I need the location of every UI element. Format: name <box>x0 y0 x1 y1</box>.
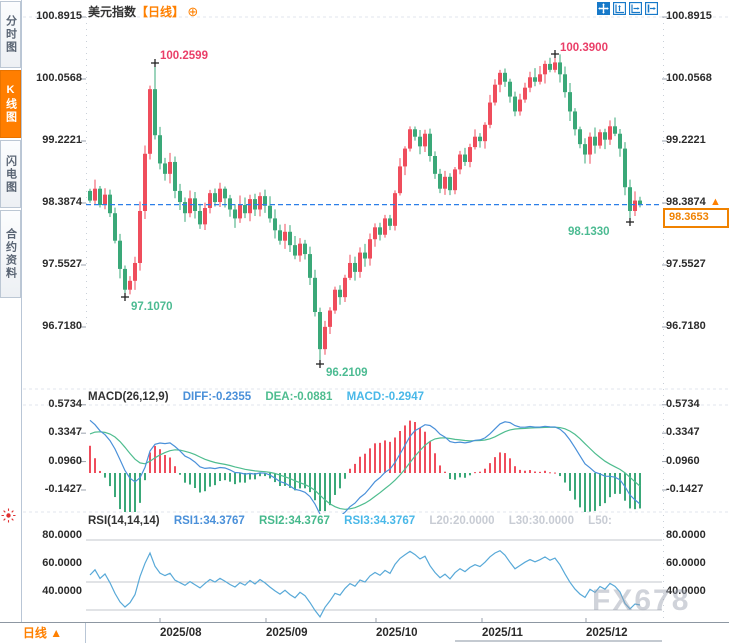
jump-to-latest-icon[interactable] <box>645 2 658 15</box>
sidebar-tab-label: 分时图 <box>4 15 17 54</box>
chart-title: 美元指数【日线】 ⊕ <box>88 3 198 20</box>
last-price-up-arrow: ▲ <box>710 196 721 208</box>
y-axis-label: -0.1427 <box>666 482 704 495</box>
period-selector-button[interactable]: 日线 ▲ <box>0 623 86 643</box>
rsi-l20-value: L20:20.0000 <box>429 515 495 527</box>
y-axis-label: 100.0568 <box>666 72 712 84</box>
rsi-l30-value: L30:30.0000 <box>508 515 574 527</box>
last-price-box: 98.3653 <box>663 208 729 228</box>
sidebar-tab-time-chart[interactable]: 分时图 <box>0 1 21 68</box>
period-selector-caret: ▲ <box>50 626 63 640</box>
y-axis-label: 40.0000 <box>666 585 706 597</box>
price-extreme-annotation: 96.2109 <box>326 367 368 379</box>
macd-header: MACD(26,12,9) DIFF:-0.2355 DEA:-0.0881 M… <box>88 391 435 403</box>
x-axis-date-label: 2025/12 <box>586 627 628 639</box>
y-axis-label: 100.0568 <box>36 72 82 84</box>
x-axis-date-label: 2025/10 <box>376 627 418 639</box>
price-extreme-annotation: 98.1330 <box>568 226 610 238</box>
x-axis-date-label: 2025/08 <box>160 627 202 639</box>
y-axis-label: 0.0960 <box>666 454 700 467</box>
sidebar-tab-label: K线图 <box>4 84 17 124</box>
price-extreme-annotation: 100.3900 <box>560 42 608 54</box>
y-axis-label: 100.8915 <box>36 10 82 22</box>
rsi-title: RSI(14,14,14) <box>88 515 160 527</box>
x-axis-date-label: 2025/09 <box>266 627 308 639</box>
price-extreme-annotation: 97.1070 <box>131 301 173 313</box>
y-axis-label: 0.3347 <box>48 426 82 439</box>
zoom-out-axes-icon[interactable] <box>629 2 642 15</box>
y-axis-label: 97.5527 <box>42 258 82 270</box>
y-axis-label: 100.8915 <box>666 10 712 22</box>
y-axis-label: 98.3874 <box>42 196 82 208</box>
price-extreme-annotation: 100.2599 <box>160 50 208 62</box>
y-axis-label: 0.0960 <box>48 454 82 467</box>
macd-dea-value: DEA:-0.0881 <box>265 391 333 403</box>
y-axis-label: -0.1427 <box>44 482 82 495</box>
y-axis-label: 97.5527 <box>666 258 706 270</box>
move-crosshair-icon[interactable] <box>597 2 610 15</box>
zoom-in-axes-icon[interactable] <box>613 2 626 15</box>
y-axis-label: 40.0000 <box>42 585 82 597</box>
chart-toolbar <box>597 2 658 15</box>
y-axis-label: 60.0000 <box>666 557 706 569</box>
indicator-settings-icon[interactable]: ⊕ <box>187 4 199 19</box>
rsi1-value: RSI1:34.3767 <box>173 515 245 527</box>
y-axis-label: 60.0000 <box>42 557 82 569</box>
x-axis-date-label: 2025/11 <box>482 627 523 639</box>
y-axis-label: 96.7180 <box>666 320 706 332</box>
sidebar-tab-lightning-chart[interactable]: 闪电图 <box>0 140 21 208</box>
sidebar-tab-label: 合约资料 <box>4 228 17 280</box>
sidebar-tab-label: 闪电图 <box>4 154 17 194</box>
y-axis-label: 99.2221 <box>666 134 706 146</box>
sidebar: 分时图 K线图 闪电图 合约资料 <box>0 0 22 622</box>
y-axis-label: 80.0000 <box>666 529 706 541</box>
sidebar-tab-contract-info[interactable]: 合约资料 <box>0 210 21 298</box>
y-axis-label: 96.7180 <box>42 320 82 332</box>
y-axis-label: 99.2221 <box>42 134 82 146</box>
sidebar-tab-kline-chart[interactable]: K线图 <box>0 70 21 138</box>
rsi2-value: RSI2:34.3767 <box>258 515 330 527</box>
rsi3-value: RSI3:34.3767 <box>344 515 416 527</box>
rsi-l50-value: L50: <box>588 515 612 527</box>
y-axis-label: 0.5734 <box>666 397 700 410</box>
y-axis-label: 80.0000 <box>42 529 82 541</box>
y-axis-label: 98.3874 <box>666 196 706 208</box>
rsi-header: RSI(14,14,14) RSI1:34.3767 RSI2:34.3767 … <box>88 515 623 527</box>
symbol-name: 美元指数 <box>88 5 137 19</box>
macd-diff-value: DIFF:-0.2355 <box>182 391 252 403</box>
macd-title: MACD(26,12,9) <box>88 391 169 403</box>
y-axis-label: 0.5734 <box>48 397 82 410</box>
period-tag: 【日线】 <box>136 5 185 19</box>
y-axis-label: 0.3347 <box>666 426 700 439</box>
range-scroll-thumb[interactable] <box>455 640 662 642</box>
indicator-gear-sun-icon[interactable] <box>1 508 16 523</box>
period-selector-label: 日线 <box>22 626 47 640</box>
macd-macd-value: MACD:-0.2947 <box>346 391 424 403</box>
bottom-bar: 日线 ▲ <box>0 622 729 643</box>
